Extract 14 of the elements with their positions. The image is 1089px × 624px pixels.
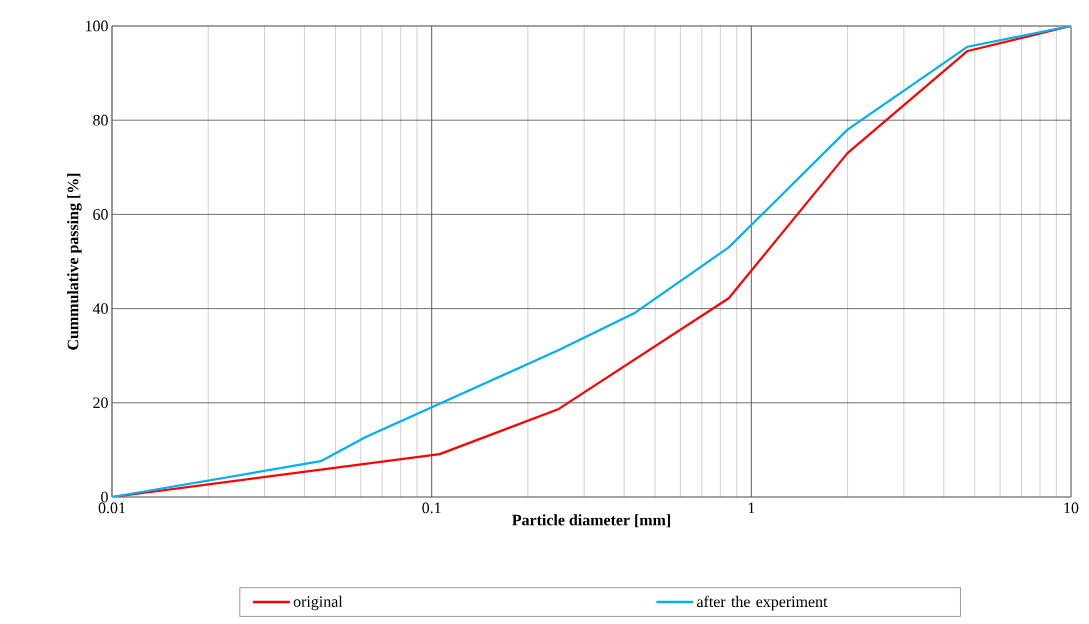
legend-label: original (293, 595, 343, 611)
y-axis-title: Cummulative passing [%] (67, 173, 82, 350)
legend-label: after the experiment (697, 595, 828, 611)
y-tick-label: 0 (101, 491, 108, 503)
x-axis-title: Particle diameter [mm] (512, 514, 670, 528)
y-tick-label: 60 (93, 209, 108, 220)
y-tick-label: 100 (85, 20, 108, 32)
x-tick-label: 10 (1064, 502, 1079, 514)
y-tick-label: 80 (93, 114, 108, 126)
y-tick-label: 40 (92, 303, 108, 314)
x-tick-label: 0.1 (422, 502, 441, 514)
x-tick-label: 1 (748, 502, 755, 514)
x-tick-label: 0.01 (98, 502, 125, 514)
y-tick-label: 20 (93, 397, 108, 409)
